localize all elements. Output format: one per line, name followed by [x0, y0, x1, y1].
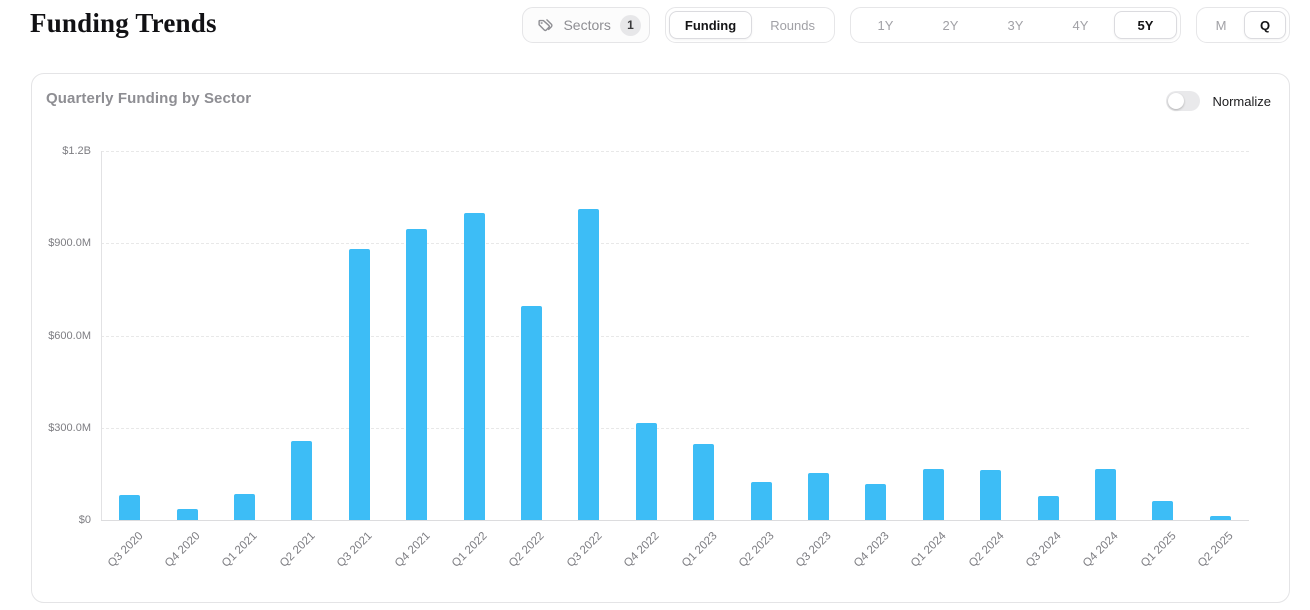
normalize-toggle[interactable]: [1166, 91, 1201, 111]
bar-q1-2023[interactable]: [693, 444, 715, 520]
x-tick-label: Q2 2025: [1196, 530, 1236, 570]
x-tick-label: Q1 2022: [449, 530, 490, 570]
x-tick-label: Q3 2021: [335, 530, 375, 570]
range-toggle-option-1y[interactable]: 1Y: [854, 11, 917, 39]
normalize-label: Normalize: [1212, 93, 1271, 109]
x-tick-label: Q2 2022: [507, 530, 547, 570]
gridline-1200: [101, 151, 1249, 152]
bar-q1-2024[interactable]: [922, 469, 944, 520]
metric-toggle-option-rounds[interactable]: Rounds: [754, 11, 831, 39]
y-tick-label: $300.0M: [48, 421, 91, 434]
bar-q4-2024[interactable]: [1095, 468, 1116, 520]
toggle-knob: [1168, 93, 1185, 109]
metric-toggle-option-funding[interactable]: Funding: [668, 11, 753, 39]
gridline-900: [101, 243, 1249, 245]
bar-q2-2023[interactable]: [750, 481, 772, 520]
y-tick-label: $1.2B: [62, 145, 91, 157]
tags-icon: [538, 18, 554, 31]
x-tick-label: Q3 2023: [794, 530, 834, 570]
bar-q2-2022[interactable]: [521, 305, 542, 520]
range-toggle-option-4y[interactable]: 4Y: [1049, 11, 1112, 39]
metric-toggle: Funding Rounds: [664, 7, 835, 43]
x-tick-label: Q3 2022: [564, 530, 605, 570]
sectors-label: Sectors: [563, 17, 611, 33]
range-toggle-option-5y[interactable]: 5Y: [1114, 11, 1177, 39]
gridline-300: [101, 427, 1249, 429]
bar-q1-2025[interactable]: [1152, 500, 1174, 520]
bar-q1-2021[interactable]: [234, 494, 255, 520]
bar-q4-2023[interactable]: [865, 484, 887, 520]
x-tick-label: Q4 2023: [851, 530, 892, 570]
bar-q4-2022[interactable]: [635, 422, 657, 520]
bar-q3-2020[interactable]: [119, 494, 141, 520]
bar-q3-2024[interactable]: [1037, 496, 1059, 520]
bar-chart: $0 $300.0M $600.0M $900.0M $1.2B Q3 2020 Q4 20…: [32, 74, 1289, 602]
bar-q2-2021[interactable]: [291, 440, 313, 520]
bar-q2-2025[interactable]: [1209, 516, 1231, 520]
bar-q3-2023[interactable]: [808, 472, 829, 520]
range-toggle: 1Y 2Y 3Y 4Y 5Y: [850, 7, 1181, 43]
bar-q1-2022[interactable]: [463, 213, 485, 520]
range-toggle-option-3y[interactable]: 3Y: [984, 11, 1047, 39]
y-tick-label: $900.0M: [48, 237, 91, 250]
x-tick-label: Q4 2021: [392, 530, 433, 570]
granularity-toggle-option-q[interactable]: Q: [1244, 11, 1286, 39]
top-toolbar: Funding Trends Sectors 1 Funding Rounds 1…: [0, 0, 1310, 60]
x-tick-label: Q1 2025: [1138, 530, 1179, 570]
x-tick-label: Q2 2024: [966, 530, 1007, 570]
x-tick-label: Q1 2023: [679, 530, 720, 570]
sectors-count-badge: 1: [619, 14, 641, 36]
x-tick-label: Q4 2022: [622, 530, 662, 570]
x-tick-label: Q4 2024: [1081, 530, 1121, 570]
y-axis-line: [101, 151, 102, 520]
granularity-toggle-option-m[interactable]: M: [1200, 11, 1242, 39]
chart-card: Quarterly Funding by Sector Normalize $0…: [31, 73, 1290, 603]
x-tick-label: Q1 2021: [220, 530, 260, 570]
x-tick-label: Q3 2020: [105, 530, 146, 570]
x-tick-label: Q2 2021: [277, 530, 318, 570]
x-tick-label: Q1 2024: [909, 530, 949, 570]
bar-q2-2024[interactable]: [980, 470, 1002, 520]
x-tick-label: Q3 2024: [1023, 530, 1064, 570]
x-axis-line: [101, 520, 1249, 521]
gridline-600: [101, 335, 1249, 337]
y-tick-label: $600.0M: [48, 329, 91, 342]
x-tick-label: Q2 2023: [736, 530, 777, 570]
bar-q3-2021[interactable]: [348, 249, 370, 520]
y-tick-label: $0: [78, 514, 91, 526]
sectors-filter-button[interactable]: Sectors 1: [522, 7, 650, 43]
normalize-control: Normalize: [1166, 91, 1271, 111]
bar-q3-2022[interactable]: [578, 208, 600, 520]
chart-card-header: Quarterly Funding by Sector Normalize: [32, 74, 1289, 126]
bar-q4-2020[interactable]: [176, 508, 198, 520]
range-toggle-option-2y[interactable]: 2Y: [919, 11, 982, 39]
bar-q4-2021[interactable]: [406, 229, 428, 520]
x-tick-label: Q4 2020: [162, 530, 203, 570]
chart-title: Quarterly Funding by Sector: [46, 90, 252, 107]
page-title: Funding Trends: [30, 8, 217, 38]
